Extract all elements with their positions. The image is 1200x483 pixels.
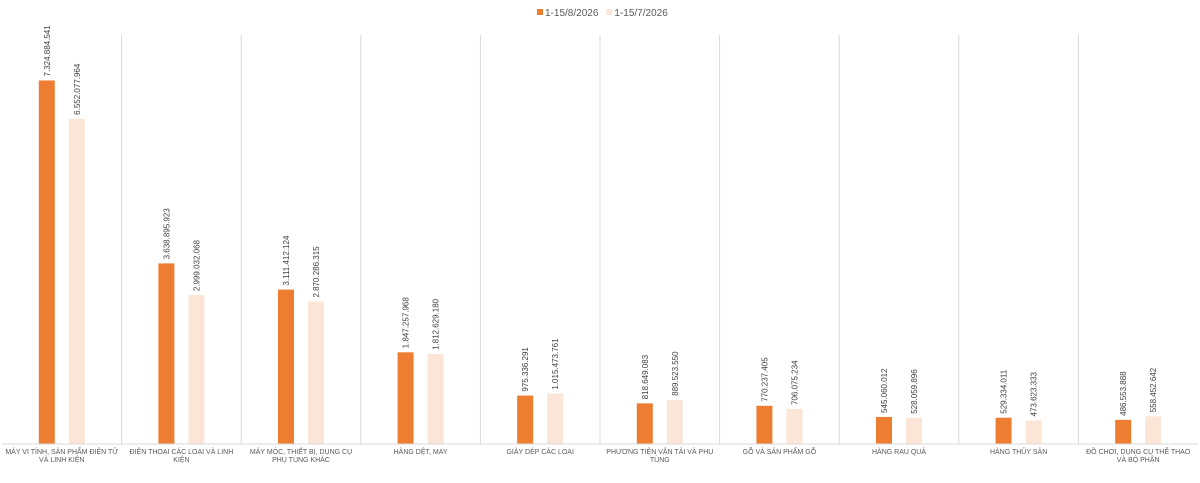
category-labels: MÁY VI TÍNH, SẢN PHẨM ĐIỆN TỬ VÀ LINH KIỆ… xyxy=(5,446,1191,464)
data-label: 7.324.884.541 xyxy=(43,25,52,77)
data-label: 486.553.888 xyxy=(1119,371,1128,416)
bar xyxy=(1115,419,1132,444)
data-label: 528.059.896 xyxy=(910,369,919,414)
bar xyxy=(995,417,1012,444)
data-label: 3.111.412.124 xyxy=(282,235,291,286)
legend-label: 1-15/7/2026 xyxy=(614,8,668,19)
data-label: 3.638.895.923 xyxy=(162,208,171,260)
bar xyxy=(427,354,444,444)
category-label: ĐIỆN THOẠI CÁC LOẠI VÀ LINH KIỆN xyxy=(130,447,234,464)
bar xyxy=(397,352,414,444)
legend-swatch xyxy=(537,9,543,15)
bar xyxy=(666,399,683,444)
data-label: 558.452.642 xyxy=(1149,367,1158,412)
bar xyxy=(517,395,534,444)
bar xyxy=(906,417,922,444)
data-label: 6.552.077.964 xyxy=(73,63,82,115)
bar xyxy=(1025,420,1042,444)
bars xyxy=(38,80,1162,445)
data-label: 889.523.550 xyxy=(671,351,680,396)
category-label: GIÀY DÉP CÁC LOẠI xyxy=(506,447,573,456)
category-label: ĐỒ CHƠI, DỤNG CỤ THỂ THAO VÀ BỘ PHẬN xyxy=(1086,446,1191,464)
category-label: MÁY VI TÍNH, SẢN PHẨM ĐIỆN TỬ VÀ LINH KIỆ… xyxy=(5,447,118,464)
category-label: PHƯƠNG TIỆN VẬN TẢI VÀ PHỤ TÙNG xyxy=(606,447,713,464)
data-label: 770.237.405 xyxy=(760,357,769,402)
legend-label: 1-15/8/2026 xyxy=(545,8,599,19)
data-label: 1.812.629.180 xyxy=(432,298,441,350)
bar xyxy=(158,263,175,444)
category-label: GỖ VÀ SẢN PHẨM GỖ xyxy=(743,447,817,456)
category-label: HÀNG THỦY SẢN xyxy=(990,447,1047,456)
bar xyxy=(38,80,55,445)
category-label: MÁY MÓC, THIẾT BỊ, DỤNG CỤ PHỤ TÙNG KHÁC xyxy=(250,446,352,464)
data-label: 706.075.234 xyxy=(790,360,799,405)
bar xyxy=(636,403,653,444)
bar xyxy=(786,408,803,444)
bar xyxy=(547,393,564,444)
data-label: 2.999.032.068 xyxy=(192,239,201,291)
category-separators xyxy=(121,35,1079,444)
bar xyxy=(278,289,294,444)
data-label: 1.015.473.761 xyxy=(551,338,560,390)
bar xyxy=(876,416,892,444)
category-label: HÀNG DỆT, MAY xyxy=(394,447,448,456)
data-label: 529.334.011 xyxy=(1000,369,1009,413)
data-label: 975.336.291 xyxy=(521,347,530,392)
bar xyxy=(1145,416,1162,444)
legend-swatch xyxy=(606,9,613,15)
category-label: HÀNG RAU QUẢ xyxy=(872,447,926,456)
bar xyxy=(188,295,205,444)
bar xyxy=(756,405,773,444)
data-label: 1.847.257.968 xyxy=(402,297,411,349)
bar xyxy=(308,301,324,444)
data-label: 2.870.286.315 xyxy=(312,246,321,298)
data-label: 473.623.333 xyxy=(1030,371,1039,416)
data-label: 818.649.083 xyxy=(641,354,650,399)
bar xyxy=(68,118,85,444)
data-labels: 7.324.884.541 6.552.077.964 3.638.895.923 2… xyxy=(43,25,1158,417)
data-label: 545.060.012 xyxy=(880,368,889,413)
legend: 1-15/8/2026 1-15/7/2026 xyxy=(537,8,668,19)
